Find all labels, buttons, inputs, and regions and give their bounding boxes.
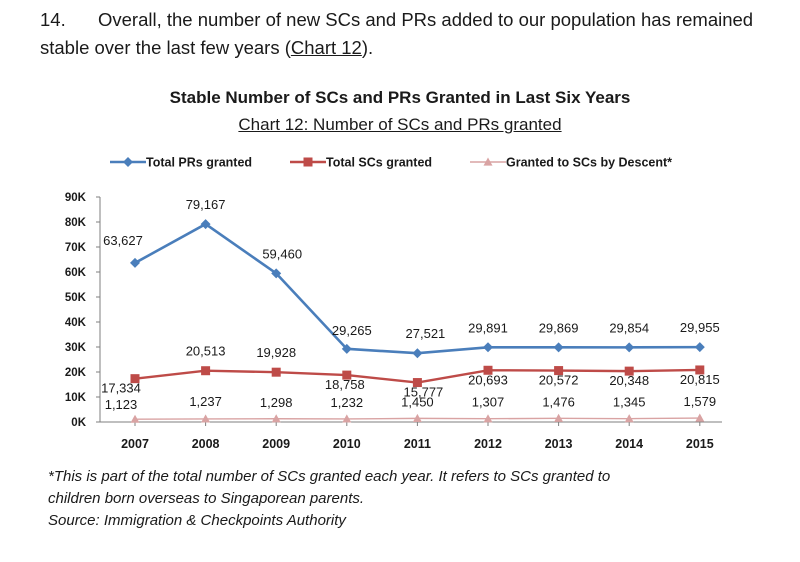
data-point-2: [342, 370, 352, 380]
data-label-2: 20,815: [680, 372, 720, 387]
data-point-3: [695, 413, 705, 422]
legend-label-2: Total SCs granted: [326, 156, 432, 170]
footnote-source: Source: Immigration & Checkpoints Author…: [48, 512, 346, 529]
data-label-2: 20,572: [539, 373, 579, 388]
x-tick-label: 2008: [192, 437, 220, 451]
x-tick-label: 2011: [404, 437, 431, 451]
x-tick-label: 2014: [615, 437, 643, 451]
data-label-2: 18,758: [325, 377, 365, 392]
x-tick-label: 2009: [262, 437, 290, 451]
data-point-3: [412, 413, 422, 422]
line-chart: 0K 10K 20K 30K 40K 50K 60K 70K 80K 90K 2007 2008 200…: [65, 156, 722, 451]
data-point-3: [130, 414, 140, 423]
data-point-2: [412, 378, 422, 388]
data-label-2: 20,693: [468, 372, 508, 387]
data-point-1: [341, 343, 352, 354]
data-label-2: 15,777: [404, 385, 444, 400]
data-label-1: 63,627: [103, 233, 143, 248]
y-tick-label: 50K: [65, 292, 87, 304]
y-tick-label: 90K: [65, 192, 87, 204]
chart-reference: Chart 12: [290, 37, 362, 58]
data-label-1: 27,521: [406, 326, 446, 341]
data-point-1: [412, 348, 423, 359]
data-label-1: 29,955: [680, 320, 720, 335]
data-label-2: 20,513: [186, 344, 226, 359]
x-tick-label: 2010: [333, 437, 361, 451]
data-label-2: 20,348: [609, 373, 649, 388]
legend-marker-3: [483, 157, 493, 166]
data-label-1: 29,265: [332, 323, 372, 338]
legend-label-1: Total PRs granted: [146, 156, 252, 170]
data-point-1: [553, 342, 564, 353]
y-tick-label: 10K: [65, 392, 87, 404]
data-point-1: [483, 342, 493, 353]
data-point-2: [624, 366, 634, 376]
footnote-line-2: children born overseas to Singaporean pa…: [48, 490, 365, 507]
x-tick-label: 2013: [545, 437, 573, 451]
chart-subtitle: Chart 12: Number of SCs and PRs granted: [238, 115, 562, 134]
data-label-1: 29,869: [539, 320, 579, 335]
x-tick-label: 2007: [121, 437, 149, 451]
data-point-2: [483, 365, 493, 375]
data-label-2: 19,928: [256, 345, 296, 360]
data-point-2: [201, 366, 211, 376]
data-point-1: [624, 342, 635, 353]
data-label-3: 1,237: [189, 394, 222, 409]
data-label-3: 1,579: [684, 394, 717, 409]
data-point-1: [271, 268, 282, 279]
data-label-3: 1,476: [542, 394, 575, 409]
data-point-2: [554, 366, 564, 376]
chart-title: Stable Number of SCs and PRs Granted in …: [169, 88, 631, 107]
data-point-3: [624, 414, 634, 423]
footnote: *This is part of the total number of SCs…: [48, 466, 610, 532]
data-label-3: 1,232: [331, 395, 364, 410]
x-tick-label: 2012: [474, 437, 502, 451]
data-label-3: 1,345: [613, 395, 646, 410]
data-label-3: 1,450: [401, 394, 434, 409]
y-tick-label: 30K: [65, 342, 87, 354]
data-point-2: [130, 374, 140, 384]
y-tick-label: 20K: [65, 367, 87, 379]
data-point-1: [694, 342, 705, 353]
data-label-3: 1,307: [472, 395, 505, 410]
y-tick-label: 80K: [65, 217, 87, 229]
legend-label-3: Granted to SCs by Descent*: [506, 156, 672, 170]
legend-marker-2: [303, 157, 313, 167]
data-label-1: 29,891: [468, 320, 508, 335]
paragraph-text-end: ).: [361, 37, 374, 58]
data-point-3: [483, 414, 493, 423]
y-tick-label: 40K: [65, 317, 87, 329]
x-tick-label: 2015: [686, 437, 714, 451]
footnote-line-1: *This is part of the total number of SCs…: [48, 468, 611, 485]
data-label-1: 59,460: [262, 246, 302, 261]
legend-marker-1: [123, 157, 133, 167]
data-point-2: [695, 365, 705, 375]
paragraph-number: 14.: [40, 9, 66, 30]
data-point-1: [130, 257, 140, 268]
y-tick-label: 70K: [65, 242, 87, 254]
data-point-3: [201, 414, 211, 423]
y-tick-label: 0K: [71, 417, 86, 429]
data-point-3: [271, 414, 281, 423]
data-label-3: 1,298: [260, 395, 293, 410]
paragraph-text: Overall, the number of new SCs and PRs a…: [40, 9, 754, 58]
data-point-2: [271, 367, 281, 377]
data-label-1: 79,167: [186, 197, 226, 212]
data-label-3: 1,123: [105, 397, 138, 412]
y-tick-label: 60K: [65, 267, 87, 279]
intro-paragraph: 14. Overall, the number of new SCs and PR…: [40, 6, 780, 62]
data-point-3: [554, 413, 564, 422]
data-point-1: [200, 219, 211, 230]
data-label-2: 17,334: [101, 381, 141, 396]
data-point-3: [342, 414, 352, 423]
data-label-1: 29,854: [609, 320, 649, 335]
